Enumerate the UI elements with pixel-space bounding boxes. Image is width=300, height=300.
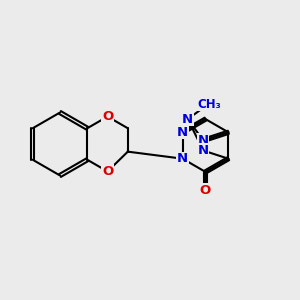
Text: O: O: [102, 110, 113, 123]
Text: CH₃: CH₃: [198, 98, 221, 111]
Text: N: N: [177, 126, 188, 139]
Text: N: N: [198, 134, 209, 147]
Text: N: N: [182, 112, 193, 126]
Text: O: O: [102, 110, 113, 123]
Text: N: N: [198, 144, 209, 157]
Text: N: N: [177, 152, 188, 165]
Text: O: O: [102, 165, 113, 178]
Text: O: O: [102, 165, 113, 178]
Text: O: O: [200, 184, 211, 197]
